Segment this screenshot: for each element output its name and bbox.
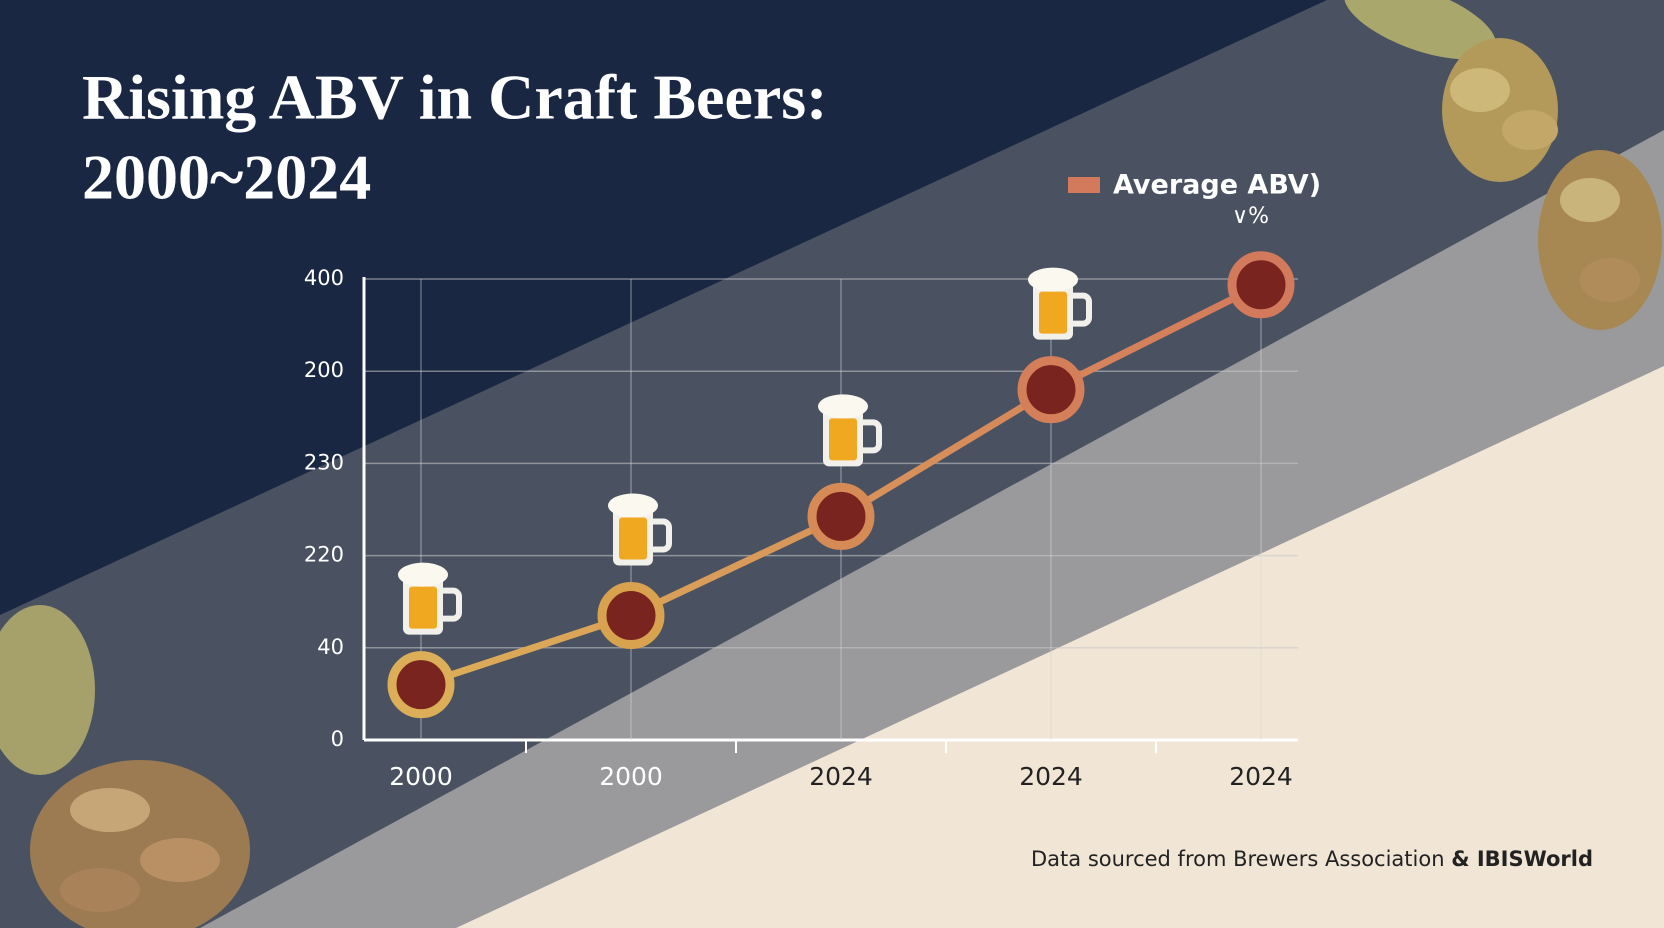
mug-handle <box>1073 292 1092 327</box>
mug-foam <box>818 394 868 419</box>
x-tick-label: 2000 <box>599 762 663 791</box>
legend-swatch <box>1068 177 1100 193</box>
mug-beer <box>829 418 857 461</box>
mug-foam <box>398 562 448 587</box>
mug-beer <box>619 517 647 560</box>
mug-foam <box>608 493 658 518</box>
x-tick-label: 2024 <box>1229 762 1293 791</box>
mug-foam <box>1028 267 1078 292</box>
beer-mug-icon <box>608 493 672 566</box>
beer-mug-icon <box>398 562 462 635</box>
point-marker <box>387 651 455 719</box>
y-tick-label: 0 <box>331 727 344 751</box>
point-marker <box>597 582 665 650</box>
mug-handle <box>443 587 462 622</box>
mug-beer <box>409 586 437 629</box>
y-tick-label: 220 <box>304 543 344 567</box>
legend-unit: ∨% <box>1232 204 1269 229</box>
mug-handle <box>653 518 672 553</box>
x-tick-label: 2000 <box>389 762 453 791</box>
y-tick-label: 400 <box>304 266 344 290</box>
x-tick-label: 2024 <box>809 762 873 791</box>
legend-label: Average ABV) <box>1113 170 1321 201</box>
chart-title: 2000~2024 <box>82 142 371 213</box>
x-tick-label: 2024 <box>1019 762 1083 791</box>
point-marker <box>807 482 875 550</box>
point-marker <box>1017 356 1085 424</box>
beer-mug-icon <box>1028 267 1092 340</box>
source-text: Data sourced from Brewers Association <box>1031 847 1451 871</box>
background-band <box>456 366 1664 928</box>
mug-beer <box>1039 291 1067 334</box>
y-tick-label: 230 <box>304 450 344 474</box>
beer-mug-icon <box>818 394 882 467</box>
source-bold: & IBISWorld <box>1451 847 1593 871</box>
y-tick-label: 40 <box>317 635 344 659</box>
y-tick-label: 200 <box>304 358 344 382</box>
source-note: Data sourced from Brewers Association & … <box>1031 847 1593 871</box>
point-marker <box>1227 251 1295 319</box>
chart-title: Rising ABV in Craft Beers: <box>82 62 827 133</box>
mug-handle <box>863 419 882 454</box>
